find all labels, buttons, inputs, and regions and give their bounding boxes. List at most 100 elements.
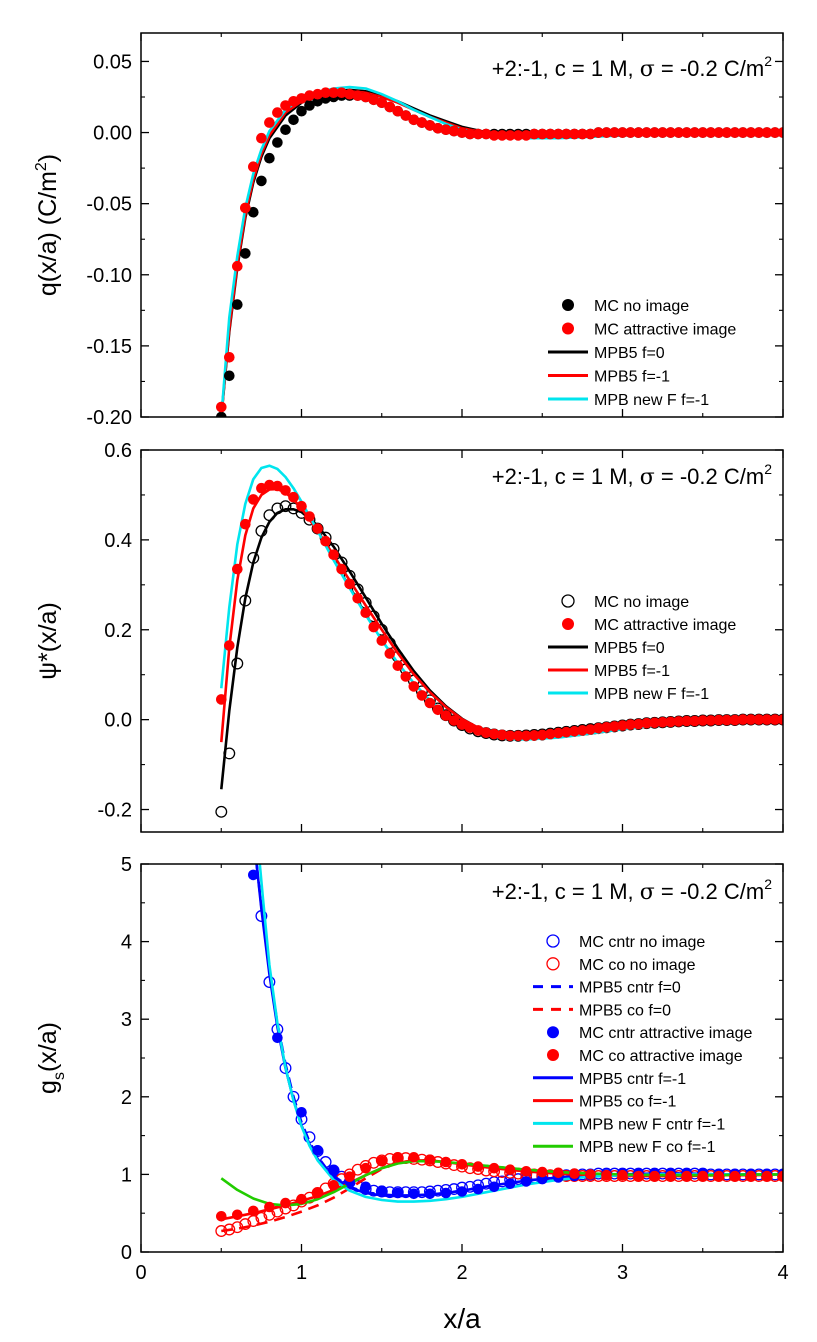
legend-label: MC attractive image bbox=[594, 617, 736, 634]
data-point-mc-co-attractive-image bbox=[665, 1170, 676, 1182]
legend-item-mpb5-cntr-f-0: MPB5 cntr f=0 bbox=[533, 980, 681, 997]
y-axis-label: ψ*(x/a) bbox=[34, 602, 62, 680]
y-tick-label: 0.6 bbox=[104, 440, 132, 462]
data-point-mc-co-attractive-image bbox=[777, 1170, 783, 1182]
data-point-mc-attractive-image bbox=[681, 127, 692, 138]
legend: MC no image MC attractive image MPB5 f=0 MP… bbox=[548, 594, 736, 703]
data-point-mc-attractive-image bbox=[472, 128, 484, 140]
data-point-mc-attractive-image bbox=[553, 727, 564, 739]
data-point-mc-attractive-image bbox=[673, 716, 684, 727]
x-tick-label: 1 bbox=[296, 1262, 307, 1284]
data-point-mc-attractive-image bbox=[464, 128, 476, 140]
data-point-mc-co-attractive-image bbox=[697, 1170, 709, 1182]
data-point-mc-cntr-attractive-image bbox=[272, 1032, 283, 1044]
legend-label: MPB5 cntr f=0 bbox=[579, 980, 681, 997]
data-point-mc-attractive-image bbox=[416, 690, 428, 701]
data-point-mc-attractive-image bbox=[336, 87, 347, 98]
data-point-mc-attractive-image bbox=[352, 90, 364, 101]
data-point-mc-no-image bbox=[304, 100, 315, 111]
data-point-mc-no-image bbox=[280, 124, 291, 135]
data-point-mc-attractive-image bbox=[496, 729, 508, 741]
data-point-mc-attractive-image bbox=[609, 127, 620, 138]
data-point-mc-attractive-image bbox=[440, 124, 452, 135]
data-point-mc-attractive-image bbox=[537, 729, 548, 741]
data-point-mc-attractive-image bbox=[304, 511, 315, 522]
data-point-mc-co-attractive-image bbox=[280, 1197, 291, 1209]
data-point-mc-co-attractive-image bbox=[569, 1168, 580, 1179]
data-point-mc-co-no-image bbox=[239, 1218, 252, 1231]
data-point-mc-attractive-image bbox=[697, 127, 709, 138]
x-tick-label: 2 bbox=[456, 1262, 467, 1284]
legend-item-mpb5-co-f-0: MPB5 co f=0 bbox=[533, 1002, 671, 1019]
data-point-mc-attractive-image bbox=[416, 117, 428, 128]
legend-item-mc-co-attractive-image: MC co attractive image bbox=[547, 1048, 743, 1065]
data-point-mc-attractive-image bbox=[705, 127, 717, 138]
data-point-mc-attractive-image bbox=[777, 714, 783, 725]
data-point-mc-attractive-image bbox=[617, 720, 628, 731]
legend-marker-swatch bbox=[546, 934, 560, 948]
data-point-mc-attractive-image bbox=[561, 128, 572, 140]
data-point-mc-no-image bbox=[232, 299, 243, 310]
data-point-mc-co-attractive-image bbox=[713, 1170, 725, 1182]
data-point-mc-attractive-image bbox=[737, 714, 749, 725]
data-point-mc-co-attractive-image bbox=[585, 1169, 596, 1180]
data-point-mc-co-attractive-image bbox=[264, 1201, 275, 1213]
data-point-mc-attractive-image bbox=[224, 352, 235, 363]
legend-marker-swatch bbox=[562, 618, 574, 630]
data-point-mc-co-attractive-image bbox=[424, 1154, 436, 1165]
legend-label: MC cntr attractive image bbox=[579, 1025, 752, 1042]
data-point-mc-attractive-image bbox=[288, 96, 299, 107]
data-point-mc-attractive-image bbox=[713, 714, 725, 726]
data-point-mc-attractive-image bbox=[673, 127, 684, 138]
data-point-mc-attractive-image bbox=[721, 127, 733, 138]
data-point-mc-attractive-image bbox=[312, 88, 323, 100]
data-point-mc-no-image bbox=[264, 152, 275, 164]
data-point-mc-attractive-image bbox=[480, 128, 492, 140]
data-point-mc-attractive-image bbox=[649, 127, 660, 138]
data-point-mc-cntr-attractive-image bbox=[504, 1178, 516, 1189]
data-point-mc-cntr-attractive-image bbox=[248, 869, 259, 881]
data-point-mc-attractive-image bbox=[601, 722, 612, 733]
legend-item-mpb-new-f-co-f-1: MPB new F co f=-1 bbox=[533, 1139, 716, 1156]
data-point-mc-attractive-image bbox=[304, 90, 315, 101]
y-tick-label: -0.15 bbox=[86, 336, 132, 358]
data-point-mc-co-attractive-image bbox=[440, 1156, 452, 1168]
y-tick-label: 0.4 bbox=[104, 530, 132, 552]
data-point-mc-cntr-attractive-image bbox=[360, 1181, 372, 1193]
data-point-mc-no-image bbox=[216, 411, 227, 417]
data-point-mc-attractive-image bbox=[360, 91, 372, 103]
legend-marker-swatch bbox=[547, 1049, 559, 1061]
data-point-mc-attractive-image bbox=[689, 715, 700, 727]
data-point-mc-attractive-image bbox=[424, 697, 436, 709]
legend-label: MPB5 f=-1 bbox=[594, 369, 670, 386]
data-point-mc-attractive-image bbox=[464, 722, 476, 733]
data-point-mc-attractive-image bbox=[721, 714, 733, 726]
panel-annotation: +2:-1, c = 1 M, σ = -0.2 C/m2 bbox=[492, 876, 772, 905]
data-point-mc-attractive-image bbox=[336, 563, 347, 575]
data-point-mc-attractive-image bbox=[328, 549, 339, 560]
data-point-mc-co-attractive-image bbox=[633, 1170, 644, 1182]
data-point-mc-attractive-image bbox=[665, 716, 676, 728]
legend-label: MPB5 co f=0 bbox=[579, 1002, 671, 1019]
data-point-mc-no-image bbox=[279, 500, 292, 513]
data-point-mc-cntr-attractive-image bbox=[440, 1187, 452, 1199]
data-point-mc-co-attractive-image bbox=[360, 1162, 372, 1174]
legend-label: MPB new F f=-1 bbox=[594, 392, 709, 409]
data-point-mc-attractive-image bbox=[360, 607, 372, 618]
y-axis-label: q(x/a) (C/m2) bbox=[33, 154, 62, 296]
data-point-mc-attractive-image bbox=[537, 128, 548, 140]
data-point-mc-attractive-image bbox=[641, 717, 652, 729]
legend-item-mpb5-f-0: MPB5 f=0 bbox=[548, 640, 665, 657]
data-point-mc-attractive-image bbox=[689, 127, 700, 138]
legend-label: MPB5 co f=-1 bbox=[579, 1094, 676, 1111]
x-tick-label: 0 bbox=[135, 1262, 146, 1284]
data-point-mc-attractive-image bbox=[376, 97, 388, 108]
panel-annotation: +2:-1, c = 1 M, σ = -0.2 C/m2 bbox=[492, 53, 772, 82]
data-point-mc-co-attractive-image bbox=[761, 1170, 773, 1182]
data-point-mc-attractive-image bbox=[376, 635, 388, 646]
data-point-mc-co-attractive-image bbox=[408, 1152, 420, 1163]
data-point-mc-attractive-image bbox=[697, 715, 709, 726]
data-point-mc-no-image bbox=[240, 248, 251, 259]
y-tick-label: 0.00 bbox=[93, 123, 132, 145]
